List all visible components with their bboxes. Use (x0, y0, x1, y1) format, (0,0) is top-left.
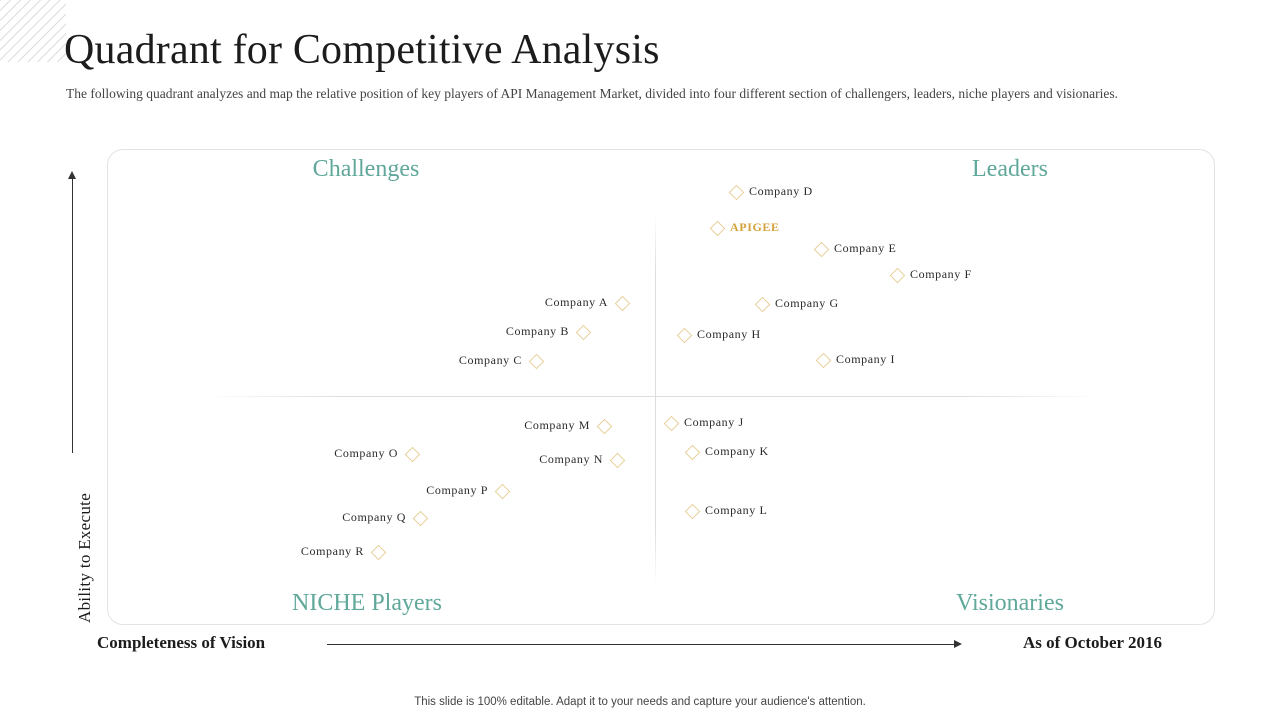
horizontal-divider (205, 396, 1100, 397)
company-label-company-q: Company Q (342, 510, 406, 524)
y-axis-label: Ability to Execute (75, 492, 94, 623)
company-label-apigee: APIGEE (730, 220, 780, 234)
company-label-company-l: Company L (705, 503, 768, 517)
company-label-company-j: Company J (684, 415, 744, 429)
company-label-company-h: Company H (697, 327, 761, 341)
quadrant-label-leaders: Leaders (972, 156, 1048, 182)
vertical-divider (655, 215, 656, 585)
quadrant-frame (107, 149, 1215, 625)
company-label-company-i: Company I (836, 352, 896, 366)
x-axis-line (327, 644, 955, 645)
company-label-company-e: Company E (834, 241, 897, 255)
footer-note: This slide is 100% editable. Adapt it to… (414, 696, 866, 708)
company-label-company-f: Company F (910, 267, 972, 281)
as-of-date-label: As of October 2016 (1023, 633, 1162, 652)
quadrant-label-challenges: Challenges (312, 156, 420, 182)
company-label-company-p: Company P (426, 483, 488, 497)
company-label-company-g: Company G (775, 296, 839, 310)
y-axis-arrow-icon (68, 171, 76, 179)
page-subtitle: The following quadrant analyzes and map … (66, 86, 1119, 101)
page-title: Quadrant for Competitive Analysis (64, 27, 660, 73)
company-label-company-k: Company K (705, 444, 769, 458)
company-label-company-m: Company M (524, 418, 590, 432)
company-label-company-a: Company A (544, 295, 608, 309)
company-label-company-c: Company C (458, 353, 522, 367)
company-label-company-d: Company D (749, 184, 813, 198)
company-label-company-n: Company N (539, 452, 603, 466)
quadrant-label-niche-players: NICHE Players (292, 590, 442, 616)
quadrant-label-visionaries: Visionaries (956, 590, 1064, 616)
company-label-company-o: Company O (334, 446, 398, 460)
y-axis-line (72, 178, 73, 453)
x-axis-label: Completeness of Vision (97, 633, 266, 652)
corner-hatch-decoration (0, 0, 66, 62)
x-axis-arrow-icon (954, 640, 962, 648)
company-label-company-r: Company R (300, 544, 364, 558)
company-label-company-b: Company B (505, 324, 569, 338)
